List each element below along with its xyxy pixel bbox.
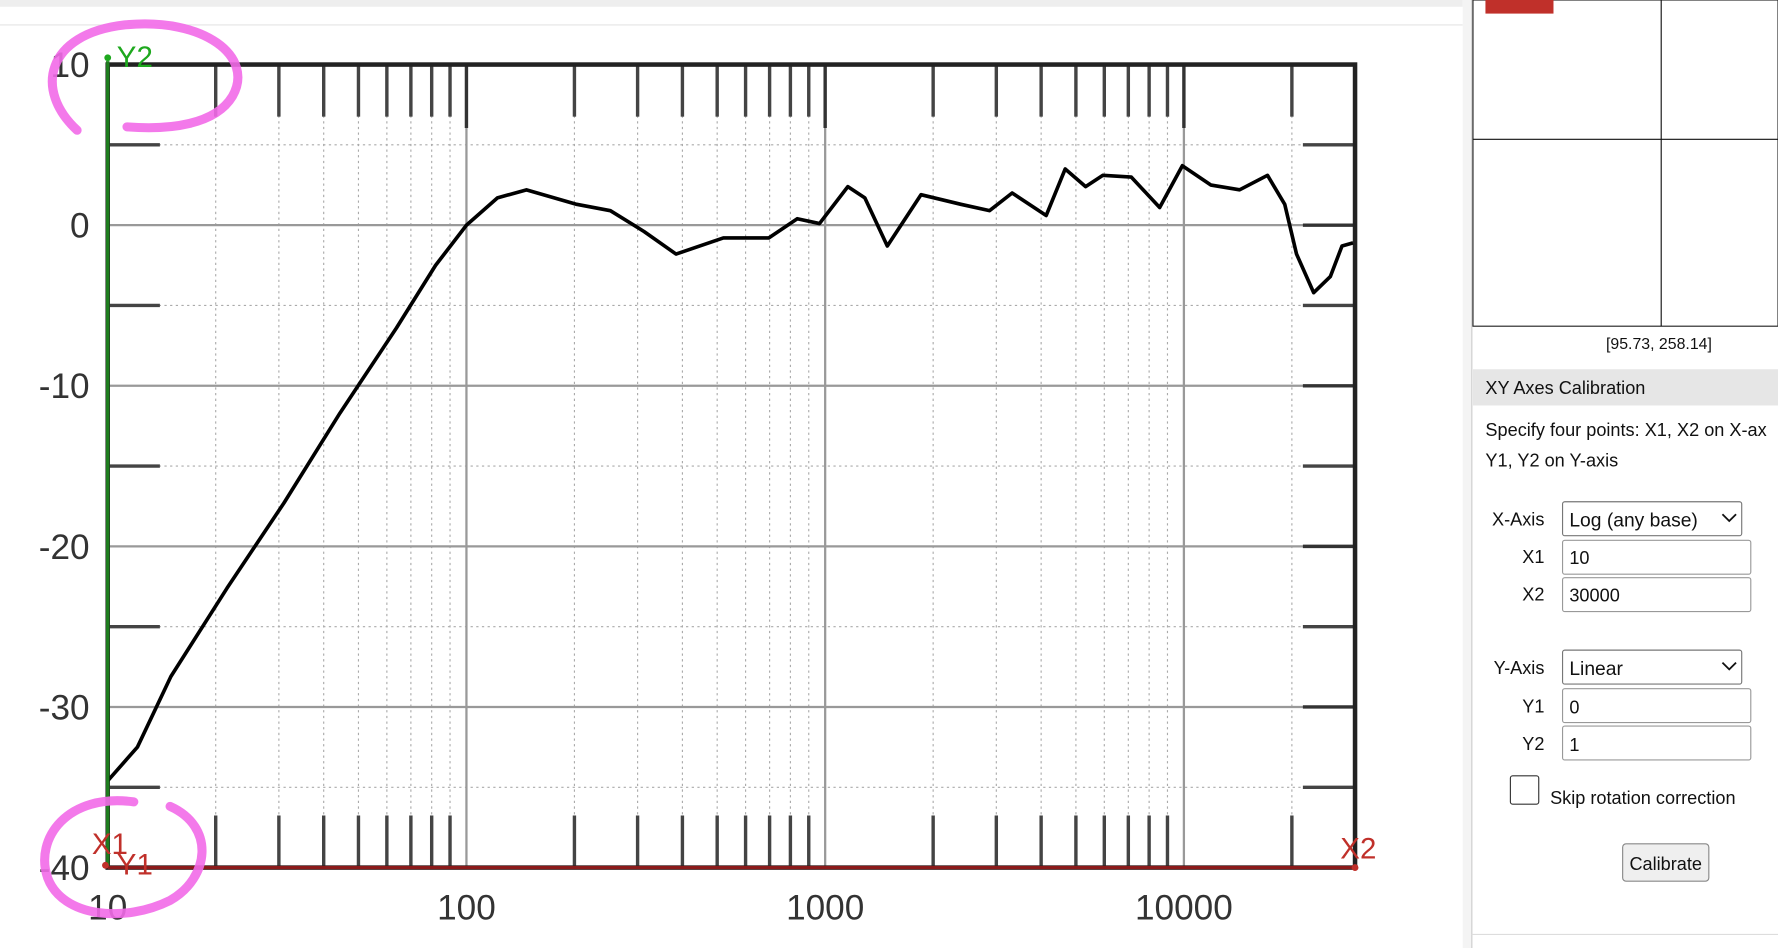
calibration-label: Y2	[117, 41, 153, 74]
button-label: Calibrate	[1629, 854, 1702, 874]
x-tick-label: 1000	[786, 889, 864, 928]
label: X-Axis	[1492, 510, 1544, 530]
y-tick-label: 0	[70, 207, 90, 246]
calibration-label: X2	[1340, 833, 1376, 866]
label: X1	[1522, 547, 1544, 567]
select-value: Log (any base)	[1569, 511, 1697, 532]
instructions: Y1, Y2 on Y-axis	[1485, 451, 1618, 471]
input-value: 1	[1569, 735, 1579, 755]
plot-image	[0, 0, 1463, 948]
y2-input[interactable]	[1561, 725, 1752, 761]
x-axis-select[interactable]	[1561, 501, 1743, 537]
highlight	[47, 19, 243, 135]
input-value: 30000	[1569, 585, 1619, 605]
calibration-label: X1	[92, 828, 128, 861]
input-value: 10	[1569, 548, 1589, 568]
instructions: Specify four points: X1, X2 on X-ax	[1485, 420, 1766, 440]
magnified-label	[1485, 0, 1554, 14]
toolbar	[0, 0, 1463, 7]
chevron	[1721, 661, 1737, 671]
y-axis-select[interactable]	[1561, 649, 1743, 685]
x1-input[interactable]	[1561, 539, 1752, 575]
highlight	[40, 796, 207, 919]
y-tick-label: -20	[39, 528, 90, 567]
label: Y-Axis	[1494, 658, 1545, 678]
x-tick-label: 100	[437, 889, 496, 928]
point-dot	[104, 54, 112, 62]
input-value: 0	[1569, 698, 1579, 718]
y-tick-label: -10	[39, 367, 90, 406]
y-tick-label: -30	[39, 688, 90, 727]
calibration-label: Y1	[117, 848, 153, 881]
x-tick-label: 10000	[1135, 889, 1233, 928]
y1-input[interactable]	[1561, 688, 1752, 724]
point-dot	[1351, 864, 1359, 871]
label: Y2	[1522, 734, 1544, 754]
curve	[106, 163, 1354, 783]
select-value: Linear	[1569, 659, 1623, 680]
cursor-coords: [95.73, 258.14]	[1606, 336, 1712, 353]
section-title: XY Axes Calibration	[1485, 378, 1645, 398]
calibrate-button[interactable]	[1622, 843, 1710, 882]
label: Y1	[1522, 696, 1544, 716]
magnifier	[1472, 0, 1778, 327]
checkbox-label: Skip rotation correction	[1550, 788, 1735, 808]
checkbox[interactable]	[1509, 775, 1540, 805]
splitter	[1462, 0, 1472, 948]
label: X2	[1522, 584, 1544, 604]
section-header	[1472, 369, 1778, 406]
chevron	[1721, 513, 1737, 523]
x2-input[interactable]	[1561, 577, 1752, 613]
point-dot	[102, 861, 109, 869]
